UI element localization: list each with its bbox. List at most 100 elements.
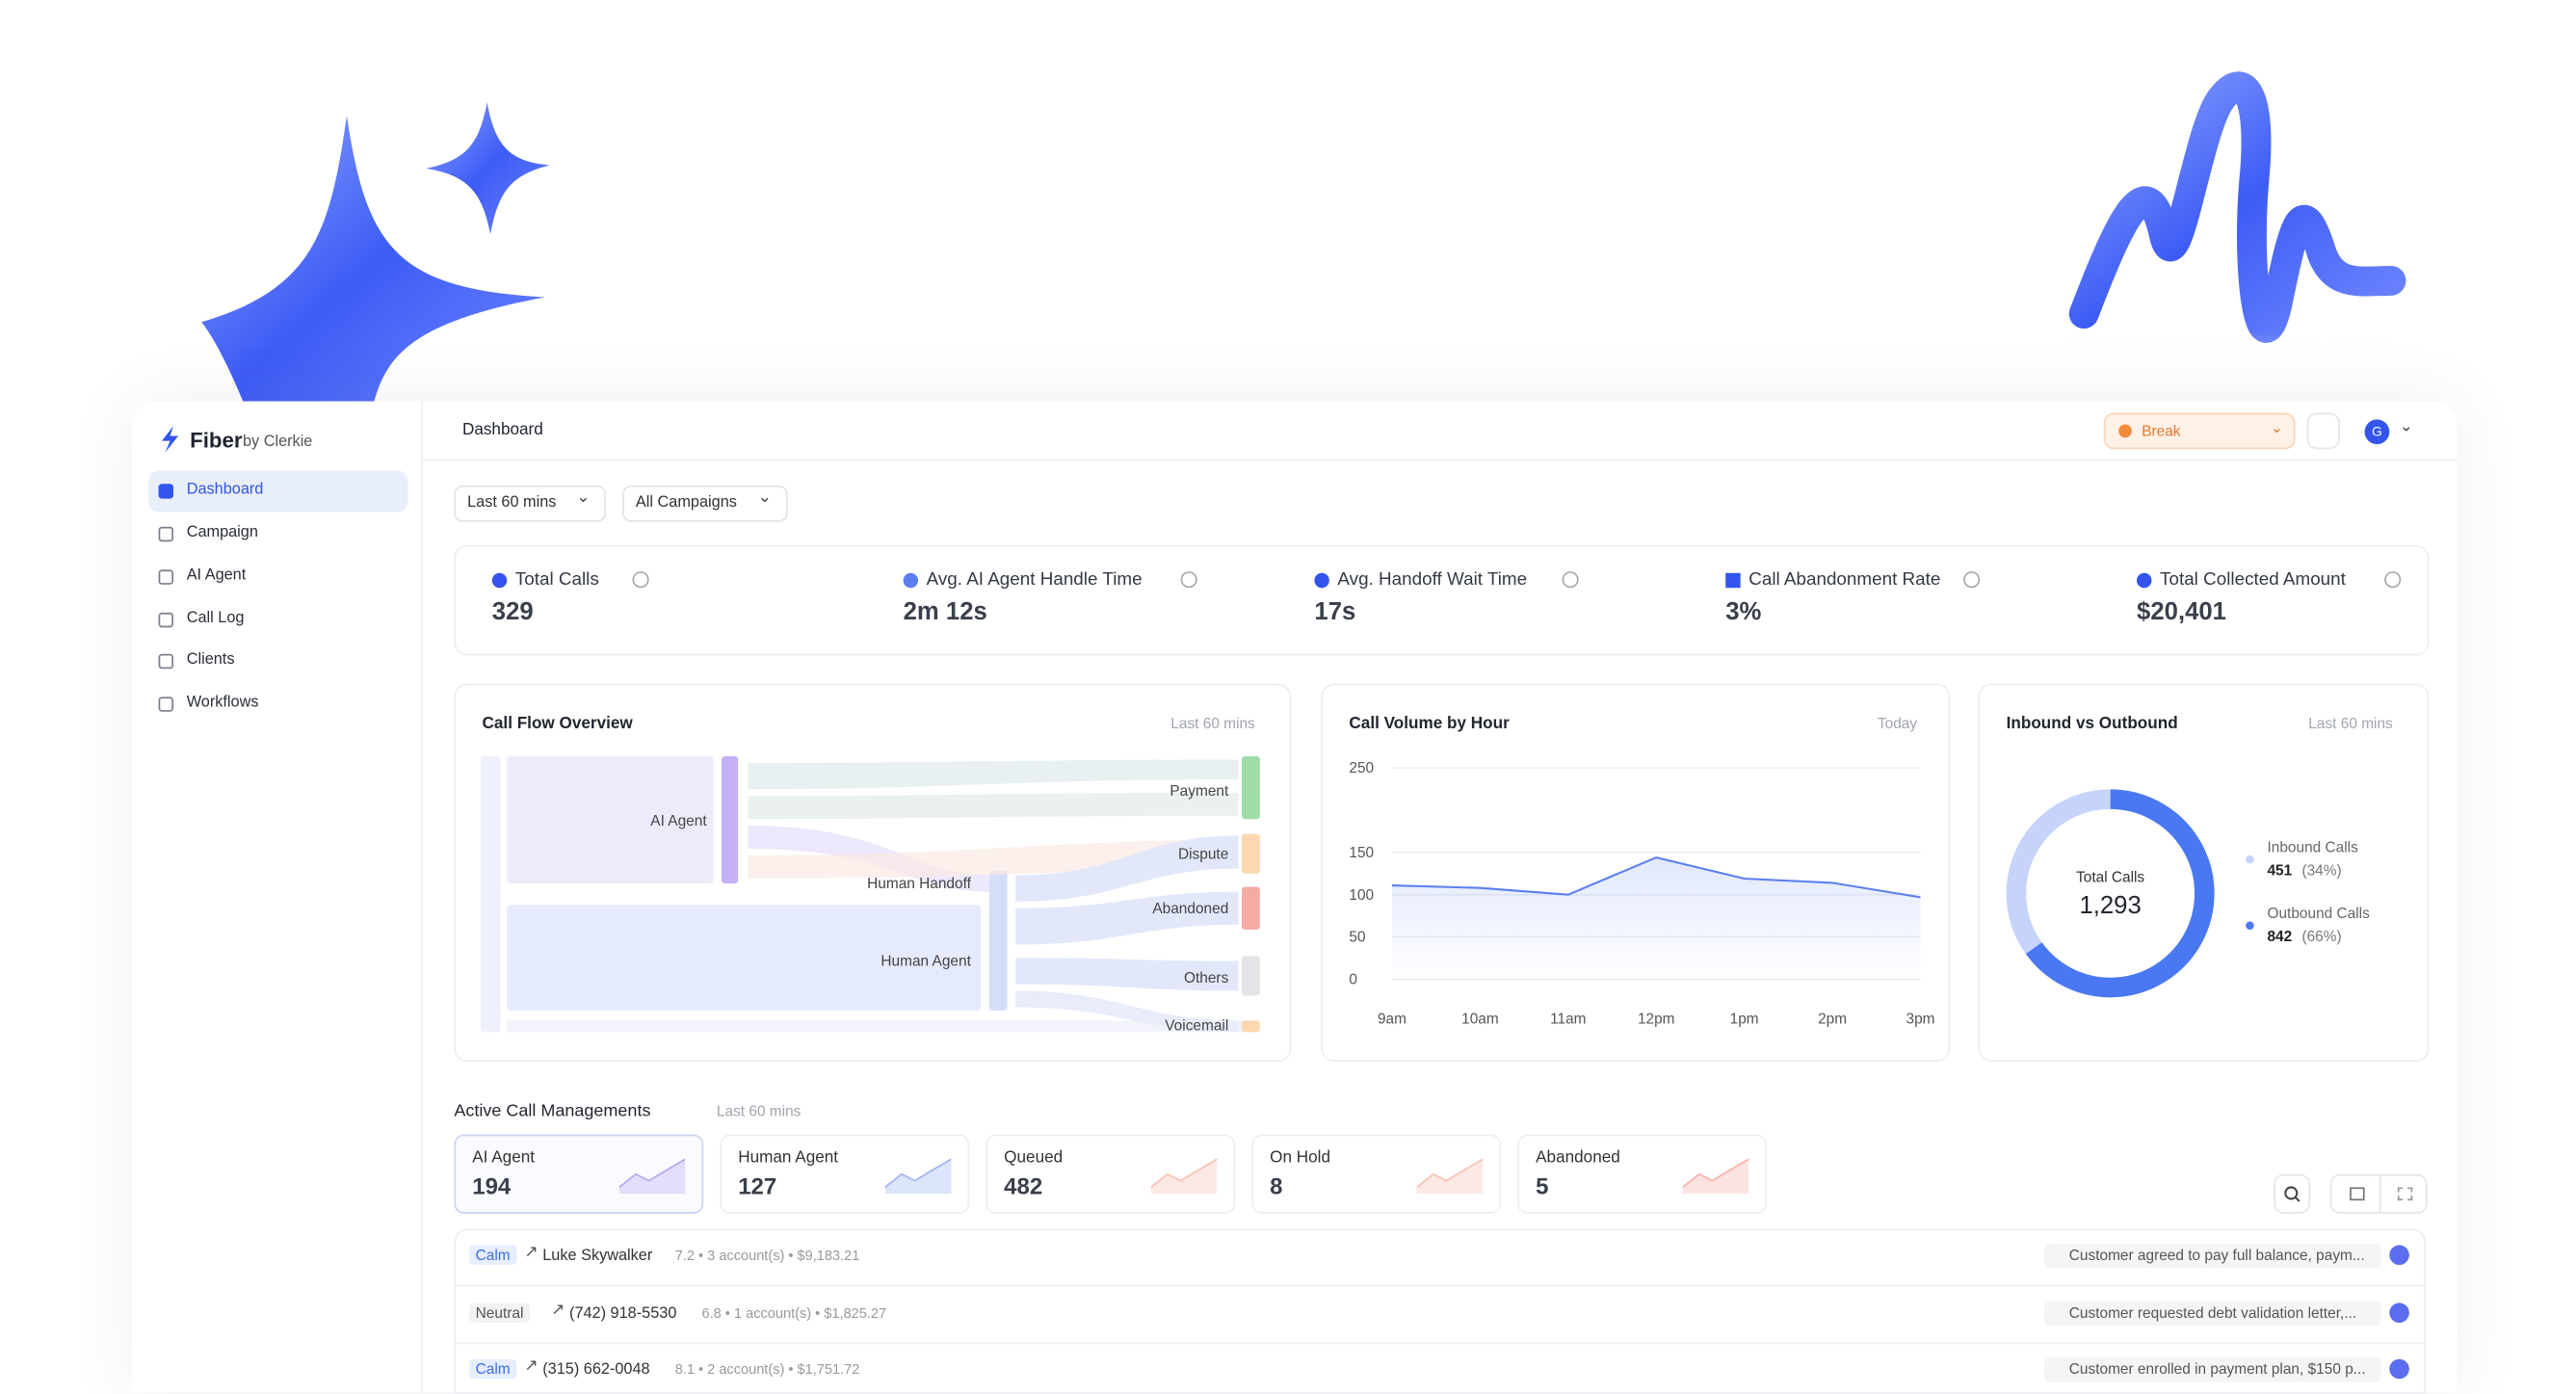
nav-item[interactable]: Call Log bbox=[186, 609, 245, 628]
status-card[interactable] bbox=[1517, 1134, 1768, 1214]
card-label: Human Agent bbox=[738, 1149, 839, 1168]
sentiment-badge: Calm bbox=[468, 1358, 517, 1380]
icon-button[interactable] bbox=[2306, 412, 2340, 450]
nav-item[interactable]: Campaign bbox=[186, 523, 258, 542]
nav-item[interactable]: Workflows bbox=[186, 693, 259, 712]
kpi-value: $20,401 bbox=[2137, 597, 2227, 626]
nav-icon bbox=[158, 697, 173, 712]
sparkline-line bbox=[1416, 1158, 1484, 1189]
area bbox=[1391, 857, 1921, 980]
card-value: 194 bbox=[472, 1172, 512, 1199]
nav-active bbox=[148, 470, 408, 513]
kpi-icon bbox=[903, 572, 919, 589]
sparkline bbox=[1682, 1158, 1749, 1195]
search-button[interactable] bbox=[2274, 1173, 2311, 1214]
direction-arrow: ↗ bbox=[524, 1243, 539, 1262]
sparkline-area bbox=[618, 1159, 686, 1195]
sparkline-area bbox=[884, 1159, 952, 1195]
y-tick-label: 50 bbox=[1349, 930, 1365, 946]
kpi-panel bbox=[454, 544, 2430, 656]
view-toggle[interactable] bbox=[2329, 1173, 2428, 1214]
sparkline bbox=[618, 1158, 686, 1195]
line-chart: 0 50 100 150 250 9am 10am 11am 12pm 1pm 2pm 3pm bbox=[1349, 760, 1934, 1028]
card-label: Queued bbox=[1004, 1149, 1064, 1168]
filter-label: All Campaigns bbox=[635, 493, 737, 513]
nav-item[interactable]: Clients bbox=[186, 650, 235, 670]
list-icon[interactable] bbox=[2350, 1187, 2365, 1201]
nav-icon bbox=[158, 569, 173, 585]
filter-dropdown[interactable] bbox=[454, 485, 607, 522]
y-tick-label: 0 bbox=[1349, 972, 1357, 988]
status-card[interactable] bbox=[720, 1134, 970, 1214]
nav-item[interactable]: Dashboard bbox=[186, 480, 264, 499]
nav-item[interactable]: AI Agent bbox=[186, 565, 247, 585]
donut-chart: Total Calls 1,293 bbox=[2006, 789, 2215, 998]
summary-text: Customer requested debt validation lette… bbox=[2068, 1303, 2357, 1321]
x-tick-label: 11am bbox=[1550, 1012, 1586, 1028]
card-label: AI Agent bbox=[472, 1149, 536, 1168]
chevron: ⌄ bbox=[576, 488, 591, 508]
panel-period: Last 60 mins bbox=[2308, 715, 2393, 732]
call-meta: 7.2 • 3 account(s) • $9,183.21 bbox=[674, 1247, 860, 1264]
line bbox=[1391, 856, 1921, 899]
summary-text: Customer agreed to pay full balance, pay… bbox=[2068, 1247, 2365, 1264]
filter-dropdown[interactable] bbox=[622, 485, 788, 522]
direction-arrow: ↗ bbox=[551, 1300, 565, 1319]
card-value: 8 bbox=[1270, 1172, 1283, 1199]
row-divider bbox=[456, 1341, 2425, 1344]
agent-avatar bbox=[2389, 1245, 2409, 1266]
info-icon bbox=[1562, 571, 1579, 589]
legend-label: Outbound Calls bbox=[2267, 905, 2370, 922]
x-tick-label: 12pm bbox=[1638, 1012, 1675, 1028]
status-card[interactable] bbox=[1251, 1134, 1502, 1214]
status-card[interactable] bbox=[454, 1134, 704, 1214]
kpi-value: 17s bbox=[1314, 597, 1356, 626]
y-tick-label: 150 bbox=[1349, 845, 1374, 861]
sparkline-line bbox=[1682, 1158, 1749, 1189]
status-card[interactable] bbox=[986, 1134, 1236, 1214]
call-meta: 8.1 • 2 account(s) • $1,751.72 bbox=[674, 1360, 860, 1378]
kpi-value: 3% bbox=[1725, 597, 1762, 626]
card-value: 5 bbox=[1536, 1172, 1549, 1199]
y-tick-label: 250 bbox=[1349, 760, 1374, 776]
sparkline-line bbox=[618, 1158, 686, 1189]
row-divider bbox=[456, 1284, 2425, 1287]
sparkline-area bbox=[1682, 1159, 1749, 1195]
sparkline-line bbox=[884, 1158, 952, 1189]
agent-avatar bbox=[2389, 1358, 2409, 1380]
avatar[interactable]: G bbox=[2364, 419, 2390, 445]
card-label: On Hold bbox=[1270, 1149, 1331, 1168]
center-value: 1,293 bbox=[2079, 892, 2141, 919]
info-icon bbox=[1962, 571, 1981, 589]
kpi-label: Avg. AI Agent Handle Time bbox=[926, 569, 1143, 590]
kpi-icon bbox=[1725, 572, 1741, 589]
panel-title: Inbound vs Outbound bbox=[2006, 715, 2178, 734]
summary-chip bbox=[2044, 1243, 2381, 1269]
call-meta: 6.8 • 1 account(s) • $1,825.27 bbox=[701, 1303, 887, 1321]
center-label: Total Calls bbox=[2076, 869, 2144, 885]
sparkline bbox=[884, 1158, 952, 1195]
agent-avatar bbox=[2389, 1302, 2409, 1323]
legend-share: (66%) bbox=[2301, 928, 2342, 945]
kpi-icon bbox=[2137, 572, 2152, 589]
summary-chip bbox=[2044, 1300, 2381, 1326]
status-dropdown[interactable]: Break ⌄ bbox=[2103, 412, 2296, 450]
flow-node-label: Dispute bbox=[1177, 845, 1229, 862]
filter-label: Last 60 mins bbox=[467, 493, 557, 513]
search-icon bbox=[2284, 1186, 2300, 1202]
grid-icon[interactable] bbox=[2397, 1187, 2413, 1201]
card-value: 127 bbox=[738, 1172, 777, 1199]
x-tick-label: 2pm bbox=[1818, 1012, 1847, 1028]
section-title: Active Call Managements bbox=[454, 1101, 651, 1121]
decoration bbox=[201, 71, 2406, 413]
status-label: Break bbox=[2142, 422, 2181, 439]
chevron: ⌄ bbox=[2399, 417, 2413, 436]
sparkline bbox=[1416, 1158, 1484, 1195]
flow-node-label: AI Agent bbox=[650, 812, 707, 829]
brand-by: by Clerkie bbox=[242, 433, 313, 451]
kpi-label: Total Collected Amount bbox=[2160, 569, 2346, 590]
legend-value: 842 bbox=[2267, 928, 2293, 945]
caller-name: (742) 918-5530 bbox=[569, 1303, 677, 1323]
